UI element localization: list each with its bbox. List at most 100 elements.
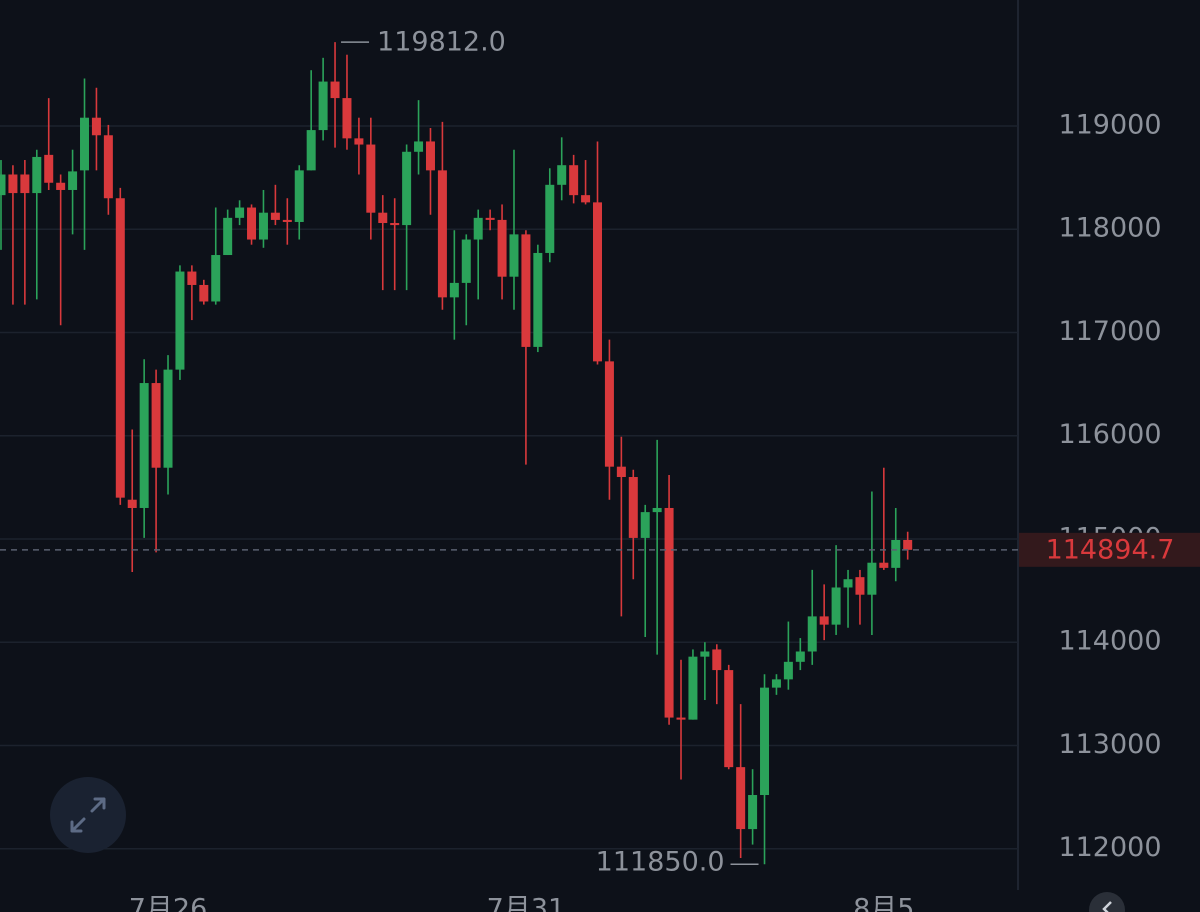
y-tick-label: 117000 — [1058, 316, 1161, 347]
candle-body — [783, 661, 793, 680]
candle-body — [736, 767, 746, 830]
last-price-label: 114894.7 — [1046, 534, 1175, 565]
candle-body — [557, 165, 567, 185]
candle-body — [616, 466, 626, 478]
candle-body — [103, 135, 113, 199]
candle-body — [855, 577, 865, 595]
candle-body — [199, 284, 209, 302]
y-tick-label: 116000 — [1058, 419, 1161, 450]
low-label: 111850.0 — [596, 847, 725, 878]
candle-body — [437, 170, 447, 298]
y-tick-label: 119000 — [1058, 109, 1161, 140]
candle-body — [56, 182, 66, 190]
candle-body — [270, 212, 280, 220]
candle-body — [807, 616, 817, 652]
candle-body — [461, 239, 471, 283]
candle-body — [390, 223, 400, 226]
candle-body — [354, 138, 364, 145]
candle-body — [187, 271, 197, 285]
candle-body — [676, 717, 686, 720]
candle-body — [903, 539, 913, 550]
candle-body — [545, 184, 555, 253]
candle-body — [593, 202, 602, 362]
candle-body — [485, 217, 495, 220]
candle-body — [402, 151, 412, 226]
candle-body — [151, 383, 161, 468]
candle-body — [115, 198, 125, 498]
candle-body — [306, 130, 316, 171]
candle-body — [318, 81, 328, 131]
candle-body — [175, 271, 185, 370]
grid: 1120001130001140001150001160001170001180… — [0, 109, 1162, 912]
candle-body — [771, 679, 781, 688]
expand-circle[interactable] — [50, 777, 126, 853]
candle-body — [843, 579, 853, 588]
expand-button[interactable] — [50, 777, 126, 853]
candle-body — [700, 651, 710, 657]
candle-body — [688, 656, 698, 720]
candle-body — [891, 539, 901, 568]
candle-body — [425, 141, 435, 171]
candle-body — [378, 212, 388, 224]
x-tick-label: 7月26 — [129, 894, 208, 912]
candle-body — [640, 512, 650, 538]
candle-body — [712, 649, 722, 671]
back-circle[interactable] — [1089, 892, 1125, 912]
high-label: 119812.0 — [377, 27, 506, 58]
candle-body — [879, 562, 889, 568]
expand-icon[interactable] — [70, 797, 106, 833]
candle-body — [163, 369, 173, 468]
candle-body — [282, 219, 292, 222]
candle-body — [497, 219, 507, 277]
candle-body — [91, 117, 101, 136]
y-tick-label: 113000 — [1058, 729, 1161, 760]
candle-body — [139, 383, 149, 508]
candle-body — [521, 234, 531, 347]
candle-body — [330, 81, 340, 99]
candle-body — [867, 562, 877, 595]
candle-body — [68, 171, 78, 190]
candle-body — [760, 687, 770, 796]
last-price-tag — [1019, 532, 1200, 567]
candle-body — [414, 141, 424, 152]
candle-body — [449, 282, 459, 298]
x-tick-label: 8月5 — [853, 894, 914, 912]
candle-body — [664, 507, 674, 718]
candle-body — [628, 477, 638, 538]
candle-body — [831, 587, 841, 625]
back-button[interactable] — [1089, 892, 1125, 912]
candle-body — [44, 154, 54, 183]
y-tick-label: 112000 — [1058, 832, 1161, 863]
candle-body — [509, 234, 519, 277]
candle-body — [748, 795, 758, 830]
candles: 119812.0 111850.0 114894.7 — [0, 27, 1200, 878]
y-tick-label: 114000 — [1058, 626, 1161, 657]
candle-body — [247, 207, 257, 240]
y-tick-label: 118000 — [1058, 213, 1161, 244]
candle-body — [533, 252, 543, 347]
candle-body — [32, 156, 42, 194]
candle-body — [211, 255, 221, 302]
candle-body — [0, 174, 6, 196]
candle-body — [473, 217, 483, 240]
candle-body — [223, 217, 233, 256]
candle-body — [258, 212, 268, 240]
back-icon[interactable] — [1102, 901, 1112, 912]
x-tick-label: 7月31 — [487, 894, 566, 912]
candle-body — [652, 507, 662, 513]
candle-body — [366, 144, 376, 213]
candle-body — [569, 165, 579, 196]
candle-body — [795, 651, 805, 662]
candle-body — [342, 98, 352, 139]
candle-body — [20, 174, 30, 194]
candle-body — [8, 174, 18, 194]
candle-body — [80, 117, 90, 171]
candle-body — [235, 207, 245, 218]
candle-body — [127, 499, 137, 508]
candle-body — [819, 616, 829, 625]
candle-body — [724, 670, 734, 768]
candle-body — [581, 195, 591, 203]
candle-body — [294, 170, 304, 222]
